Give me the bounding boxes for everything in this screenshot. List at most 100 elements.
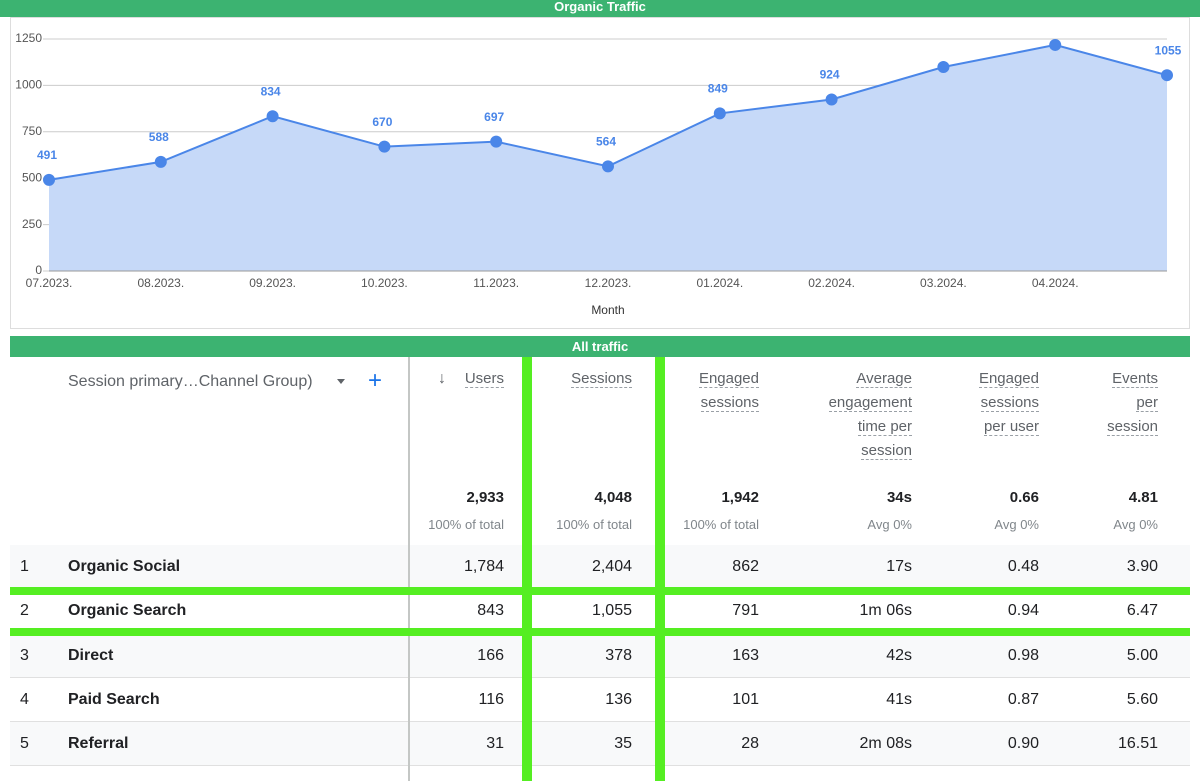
- column-header[interactable]: Users: [434, 367, 504, 391]
- value-label: 924: [820, 68, 840, 82]
- x-tick-label: 01.2024.: [696, 276, 743, 290]
- y-tick-label: 750: [22, 124, 42, 138]
- row-cell: 28: [741, 735, 759, 753]
- row-cell: 163: [732, 646, 759, 664]
- point: [490, 135, 503, 148]
- row-cell: 791: [732, 602, 759, 620]
- table-row: [10, 722, 1190, 767]
- row-cell: 0.48: [1007, 558, 1039, 575]
- x-tick-label: 11.2023.: [473, 276, 519, 290]
- x-tick-label: 02.2024.: [808, 276, 855, 290]
- point: [825, 93, 838, 106]
- row-cell: 116: [478, 690, 504, 708]
- sort-indicator[interactable]: ↓: [438, 370, 446, 387]
- column-total-note: 100% of total: [556, 517, 632, 532]
- dropdown-icon[interactable]: [337, 379, 345, 384]
- x-tick-label: 09.2023.: [249, 276, 296, 290]
- column-total-note: Avg 0%: [994, 517, 1039, 532]
- row-cell: 42s: [886, 646, 912, 664]
- table-header-bar: All traffic: [10, 336, 1190, 357]
- column-header[interactable]: Engaged sessions: [679, 367, 759, 415]
- x-tick-label: 12.2023.: [585, 276, 632, 290]
- x-tick-label: 07.2023.: [26, 276, 73, 290]
- column-header-text[interactable]: Users: [464, 370, 504, 388]
- x-tick-label: 03.2024.: [920, 276, 967, 290]
- point: [937, 61, 950, 74]
- point: [1049, 38, 1062, 51]
- column-header-text[interactable]: Sessions: [571, 370, 632, 388]
- y-tick-label: 500: [22, 170, 42, 184]
- row-cell: 0.90: [1007, 735, 1039, 753]
- column-total: 34s: [886, 489, 912, 506]
- row-cell: 16.51: [1117, 735, 1158, 753]
- column-divider: [408, 357, 410, 781]
- row-cell: 3.90: [1126, 558, 1158, 575]
- chart-frame: [10, 17, 1190, 329]
- column-total-note: 100% of total: [428, 517, 504, 532]
- column-total: 4,048: [594, 489, 632, 506]
- row-name[interactable]: Organic Search: [68, 602, 187, 620]
- row-index: 1: [20, 558, 29, 575]
- column-total: 0.66: [1009, 489, 1039, 506]
- column-total-note: 100% of total: [683, 517, 759, 532]
- row-index: 2: [20, 602, 29, 620]
- point: [713, 107, 726, 120]
- table-row: [10, 633, 1190, 678]
- row-index: 3: [20, 646, 29, 664]
- row-name[interactable]: Referral: [68, 735, 129, 753]
- row-name[interactable]: Organic Social: [68, 558, 181, 575]
- highlight-bar: [522, 357, 532, 781]
- value-label: 564: [596, 134, 616, 148]
- highlight-bar: [10, 628, 1190, 636]
- column-header[interactable]: Sessions: [552, 367, 632, 391]
- row-cell: 41s: [886, 690, 912, 708]
- add-dimension-icon[interactable]: +: [368, 367, 383, 394]
- column-header[interactable]: Engaged sessions per user: [961, 367, 1039, 439]
- table: Session primary…Channel Group) + ↓ Users 2…: [10, 357, 1190, 781]
- column-total: 2,933: [466, 489, 504, 506]
- row-cell: 6.47: [1126, 602, 1158, 620]
- table-title: All traffic: [571, 339, 629, 354]
- row-name[interactable]: Paid Search: [68, 690, 160, 708]
- row-cell: 2m 08s: [859, 735, 912, 753]
- value-label: 491: [37, 148, 57, 162]
- y-tick-label: 1250: [15, 31, 42, 45]
- row-cell: 862: [732, 558, 759, 575]
- row-cell: 1,784: [463, 558, 504, 575]
- column-header-text[interactable]: Average engagement time per session: [828, 370, 912, 460]
- row-cell: 166: [477, 646, 504, 664]
- highlight-bar: [10, 587, 1190, 595]
- column-header-text[interactable]: Events per session: [1107, 370, 1158, 436]
- point: [1161, 69, 1173, 82]
- row-cell: 1,055: [591, 602, 632, 620]
- row-cell: 35: [614, 735, 632, 753]
- row-cell: 1m 06s: [859, 602, 912, 620]
- y-tick-label: 250: [22, 217, 42, 231]
- point: [266, 110, 279, 123]
- column-header-text[interactable]: Engaged sessions: [698, 370, 759, 412]
- column-header[interactable]: Average engagement time per session: [812, 367, 912, 463]
- row-cell: 136: [605, 690, 632, 708]
- column-total-note: Avg 0%: [867, 517, 912, 532]
- point: [378, 140, 391, 153]
- value-label: 834: [261, 84, 281, 98]
- row-cell: 5.00: [1126, 646, 1158, 664]
- column-total-note: Avg 0%: [1113, 517, 1158, 532]
- highlight-bar: [655, 357, 665, 781]
- column-total: 4.81: [1128, 489, 1158, 506]
- y-tick-label: 1000: [15, 78, 42, 92]
- table-row: [10, 677, 1190, 722]
- row-name[interactable]: Direct: [68, 646, 114, 664]
- column-header[interactable]: Events per session: [1096, 367, 1158, 439]
- chart-title: Organic Traffic: [554, 0, 646, 14]
- column-header-text[interactable]: Engaged sessions per user: [978, 370, 1039, 436]
- row-cell: 843: [477, 602, 504, 620]
- row-cell: 0.98: [1007, 646, 1039, 664]
- dimension-header[interactable]: Session primary…Channel Group): [68, 373, 313, 390]
- table-row: [10, 589, 1190, 634]
- row-cell: 101: [732, 690, 759, 708]
- row-index: 4: [20, 690, 29, 708]
- chart-header-bar: Organic Traffic: [0, 0, 1200, 17]
- chart: Month 0 250 500 750 1000 1250 491 588 834 670 697 5…: [15, 31, 1181, 317]
